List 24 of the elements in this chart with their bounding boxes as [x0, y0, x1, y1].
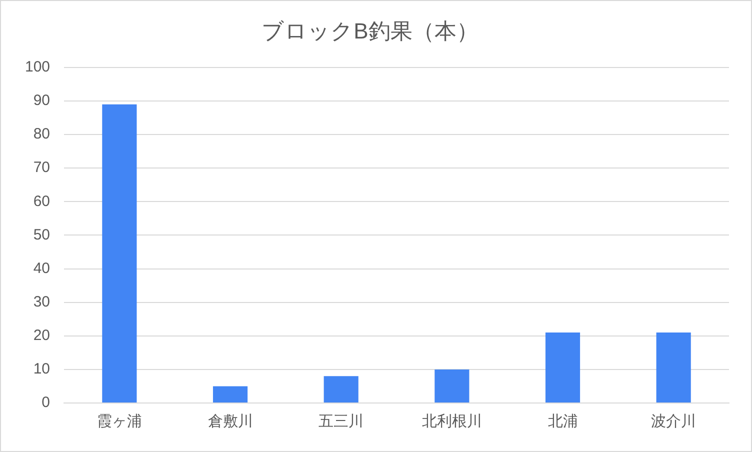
y-tick-label: 10	[33, 360, 50, 378]
bar	[656, 332, 691, 402]
x-tick-label: 北利根川	[422, 413, 482, 430]
y-tick-label: 40	[33, 260, 50, 277]
bar	[102, 104, 137, 402]
y-tick-label: 80	[33, 126, 50, 143]
x-tick-label: 五三川	[318, 413, 364, 430]
y-tick-label: 70	[33, 159, 50, 176]
bar	[212, 386, 248, 402]
chart-title: ブロックB釣果（本）	[262, 18, 478, 44]
y-tick-label: 0	[42, 394, 50, 412]
bar	[545, 332, 580, 402]
x-tick-label: 霞ヶ浦	[96, 413, 142, 430]
y-tick-label: 20	[33, 327, 50, 344]
bar	[324, 376, 358, 402]
y-tick-label: 50	[33, 226, 50, 244]
y-tick-label: 30	[33, 293, 50, 310]
bar	[434, 369, 470, 402]
x-tick-label: 北浦	[548, 413, 578, 430]
x-tick-label: 波介川	[651, 413, 696, 430]
y-tick-label: 100	[24, 58, 50, 76]
y-tick-label: 90	[33, 92, 50, 110]
x-tick-label: 倉敷川	[208, 413, 253, 430]
y-tick-label: 60	[33, 192, 50, 210]
